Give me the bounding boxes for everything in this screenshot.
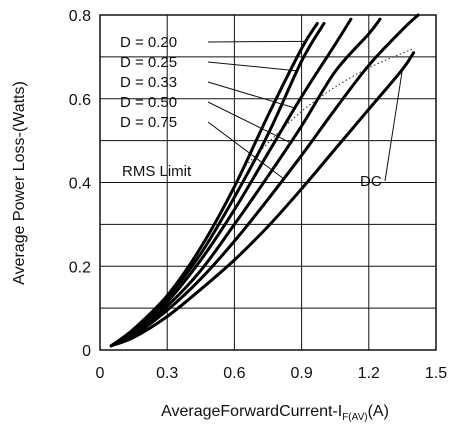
y-tick-label: 0.2: [69, 259, 91, 276]
duty-labels: D = 0.20 D = 0.25 D = 0.33 D = 0.50 D = …: [120, 34, 177, 131]
leader-line-3: [207, 101, 291, 144]
label-d025: D = 0.25: [120, 54, 177, 71]
x-tick-label: 0.9: [290, 365, 312, 382]
series-line-2: [109, 17, 353, 348]
y-tick-label: 0.6: [69, 92, 91, 109]
leader-line-4: [207, 121, 284, 180]
x-axis-label-sub: F(AV): [342, 412, 367, 423]
grid: [99, 14, 437, 351]
label-d050: D = 0.50: [120, 94, 177, 111]
label-d020: D = 0.20: [120, 34, 177, 51]
leader-line-2: [207, 81, 296, 109]
series-line-0: [109, 21, 319, 348]
y-tick-label: 0.8: [69, 8, 91, 25]
x-tick-label: 0.3: [156, 365, 178, 382]
leader-lines: [207, 40, 403, 182]
x-tick-label: 0.6: [223, 365, 245, 382]
x-axis-label-main: AverageForwardCurrent-I: [161, 403, 342, 420]
y-axis-label: Average Power Loss-(Watts): [11, 81, 28, 285]
x-axis-label: AverageForwardCurrent-IF(AV)(A): [161, 403, 389, 423]
rms-limit-curve: [245, 48, 414, 167]
x-tick-label: 0: [96, 365, 105, 382]
leader-line-0: [207, 40, 307, 43]
x-tick-label: 1.5: [425, 365, 447, 382]
y-tick-label: 0.4: [69, 176, 91, 193]
dc-label: DC: [360, 173, 382, 190]
series-line-4: [109, 13, 420, 348]
series-line-3: [109, 17, 382, 348]
tick-labels: 0 0.3 0.6 0.9 1.2 1.5 0 0.2 0.4 0.6 0.8: [69, 8, 447, 382]
x-axis-label-unit: (A): [368, 403, 389, 420]
rms-limit-line: [245, 48, 414, 167]
label-d075: D = 0.75: [120, 114, 177, 131]
series-line-1: [109, 21, 326, 348]
curves: [109, 13, 420, 348]
leader-line-1: [207, 61, 298, 72]
label-d033: D = 0.33: [120, 74, 177, 91]
dc-leader-line: [384, 69, 403, 182]
y-tick-label: 0: [82, 343, 91, 360]
x-tick-label: 1.2: [358, 365, 380, 382]
rms-limit-label: RMS Limit: [122, 163, 192, 180]
plot-frame: [99, 14, 437, 351]
series-line-5: [109, 51, 416, 348]
